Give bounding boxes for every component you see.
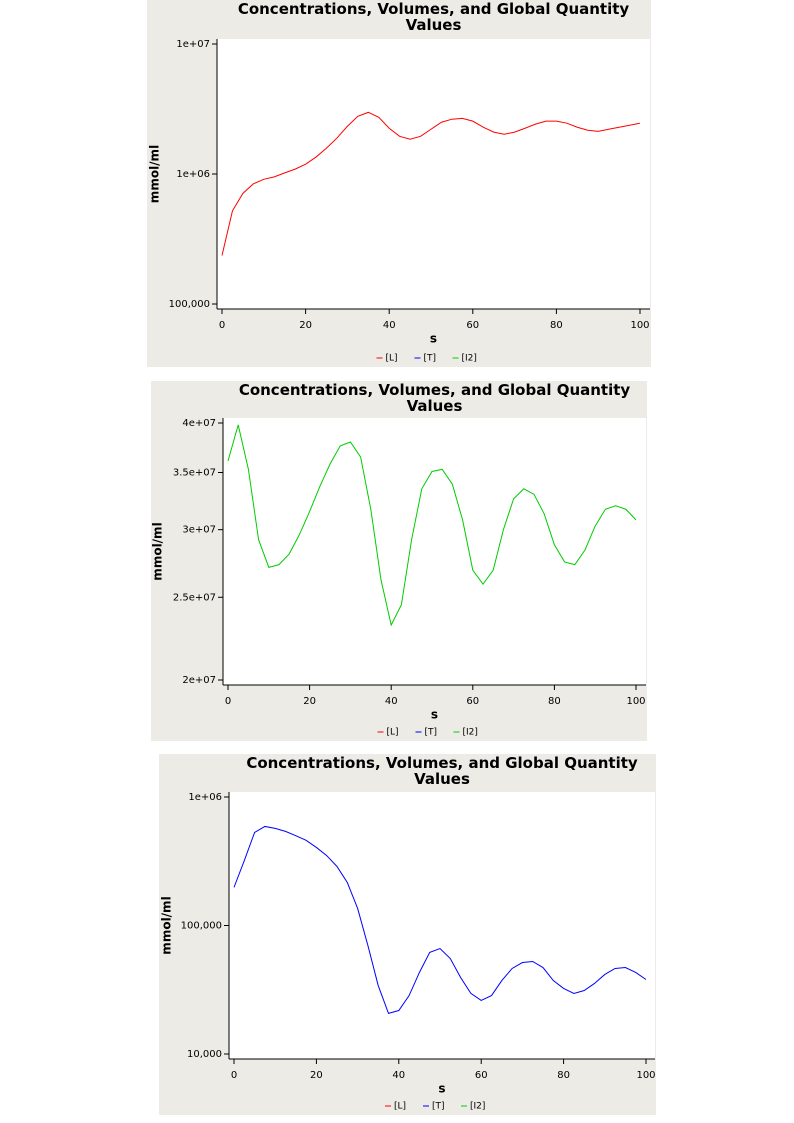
chart-title: Concentrations, Volumes, and Global Quan…: [237, 0, 630, 34]
y-tick-label: 3e+07: [182, 525, 216, 536]
y-tick-label: 10,000: [187, 1049, 222, 1060]
series-line: [233, 825, 647, 1015]
x-tick-label: 20: [303, 696, 316, 707]
series-line: [221, 111, 641, 256]
x-tick-label: 20: [299, 320, 312, 331]
x-tick-label: 40: [383, 320, 396, 331]
y-tick-label: 1e+06: [176, 169, 210, 180]
legend-label: [T]: [425, 728, 438, 738]
x-axis-label: s: [430, 332, 437, 346]
x-tick-label: 60: [466, 320, 479, 331]
chart-title: Concentrations, Volumes, and Global Quan…: [238, 381, 631, 415]
x-axis-label: s: [438, 1082, 445, 1096]
plot-area: [229, 792, 655, 1059]
x-tick-label: 0: [231, 1070, 237, 1081]
chart-title: Concentrations, Volumes, and Global Quan…: [246, 754, 638, 788]
x-tick-label: 100: [636, 1070, 655, 1081]
y-tick-label: 4e+07: [182, 418, 216, 429]
y-tick-label: 2e+07: [182, 675, 216, 686]
x-tick-label: 80: [557, 1070, 570, 1081]
y-axis-label: mmol/ml: [148, 145, 162, 203]
y-tick-label: 1e+07: [176, 39, 210, 50]
legend-label: [I2]: [463, 728, 478, 738]
legend-label: [L]: [387, 728, 399, 738]
y-tick-label: 100,000: [181, 921, 222, 932]
legend-label: [I2]: [470, 1102, 485, 1112]
x-tick-label: 100: [630, 320, 649, 331]
y-axis-label: mmol/ml: [151, 522, 165, 580]
y-tick-label: 100,000: [169, 299, 210, 310]
x-tick-label: 60: [466, 696, 479, 707]
series-line: [227, 424, 637, 627]
y-tick-label: 2.5e+07: [173, 592, 216, 603]
x-tick-label: 60: [475, 1070, 488, 1081]
y-axis-label: mmol/ml: [160, 896, 174, 954]
x-tick-label: 20: [310, 1070, 323, 1081]
x-tick-label: 0: [225, 696, 231, 707]
x-tick-label: 80: [550, 320, 563, 331]
plot-area: [217, 39, 650, 309]
x-tick-label: 40: [392, 1070, 405, 1081]
x-axis-label: s: [431, 708, 438, 722]
legend-label: [I2]: [462, 354, 477, 364]
legend-label: [L]: [394, 1102, 406, 1112]
y-tick-label: 3.5e+07: [173, 468, 216, 479]
legend-label: [T]: [424, 354, 437, 364]
legend-label: [L]: [386, 354, 398, 364]
x-tick-label: 100: [626, 696, 645, 707]
x-tick-label: 40: [385, 696, 398, 707]
plot-area: [223, 418, 646, 685]
x-tick-label: 0: [219, 320, 225, 331]
x-tick-label: 80: [548, 696, 561, 707]
legend-label: [T]: [432, 1102, 445, 1112]
y-tick-label: 1e+06: [188, 792, 222, 803]
